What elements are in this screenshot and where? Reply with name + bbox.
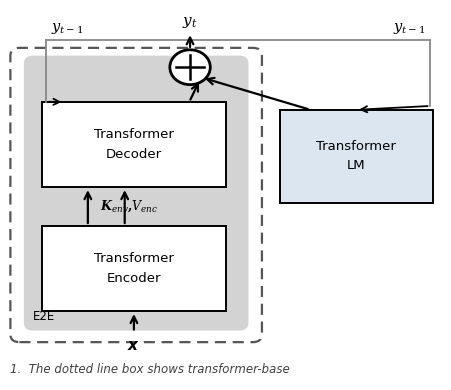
- Text: LM: LM: [346, 160, 365, 172]
- FancyBboxPatch shape: [24, 56, 248, 331]
- Text: $y_t$: $y_t$: [182, 16, 198, 30]
- Circle shape: [170, 50, 210, 85]
- Text: Transformer: Transformer: [94, 128, 174, 142]
- Text: Transformer: Transformer: [316, 140, 396, 153]
- FancyBboxPatch shape: [42, 102, 226, 187]
- FancyBboxPatch shape: [279, 110, 432, 203]
- Text: 1.  The dotted line box shows transformer-base: 1. The dotted line box shows transformer…: [10, 363, 290, 376]
- Text: $y_{t-1}$: $y_{t-1}$: [51, 21, 83, 36]
- Text: Encoder: Encoder: [106, 272, 161, 285]
- Text: Transformer: Transformer: [94, 252, 174, 265]
- Text: $y_{t-1}$: $y_{t-1}$: [392, 21, 425, 36]
- Text: Decoder: Decoder: [106, 148, 161, 161]
- Text: E2E: E2E: [33, 310, 55, 323]
- FancyBboxPatch shape: [42, 226, 226, 311]
- Text: $\boldsymbol{x}$: $\boldsymbol{x}$: [127, 338, 140, 353]
- Text: $\boldsymbol{K}_{env}\boldsymbol{,}V_{enc}$: $\boldsymbol{K}_{env}\boldsymbol{,}V_{en…: [100, 199, 158, 215]
